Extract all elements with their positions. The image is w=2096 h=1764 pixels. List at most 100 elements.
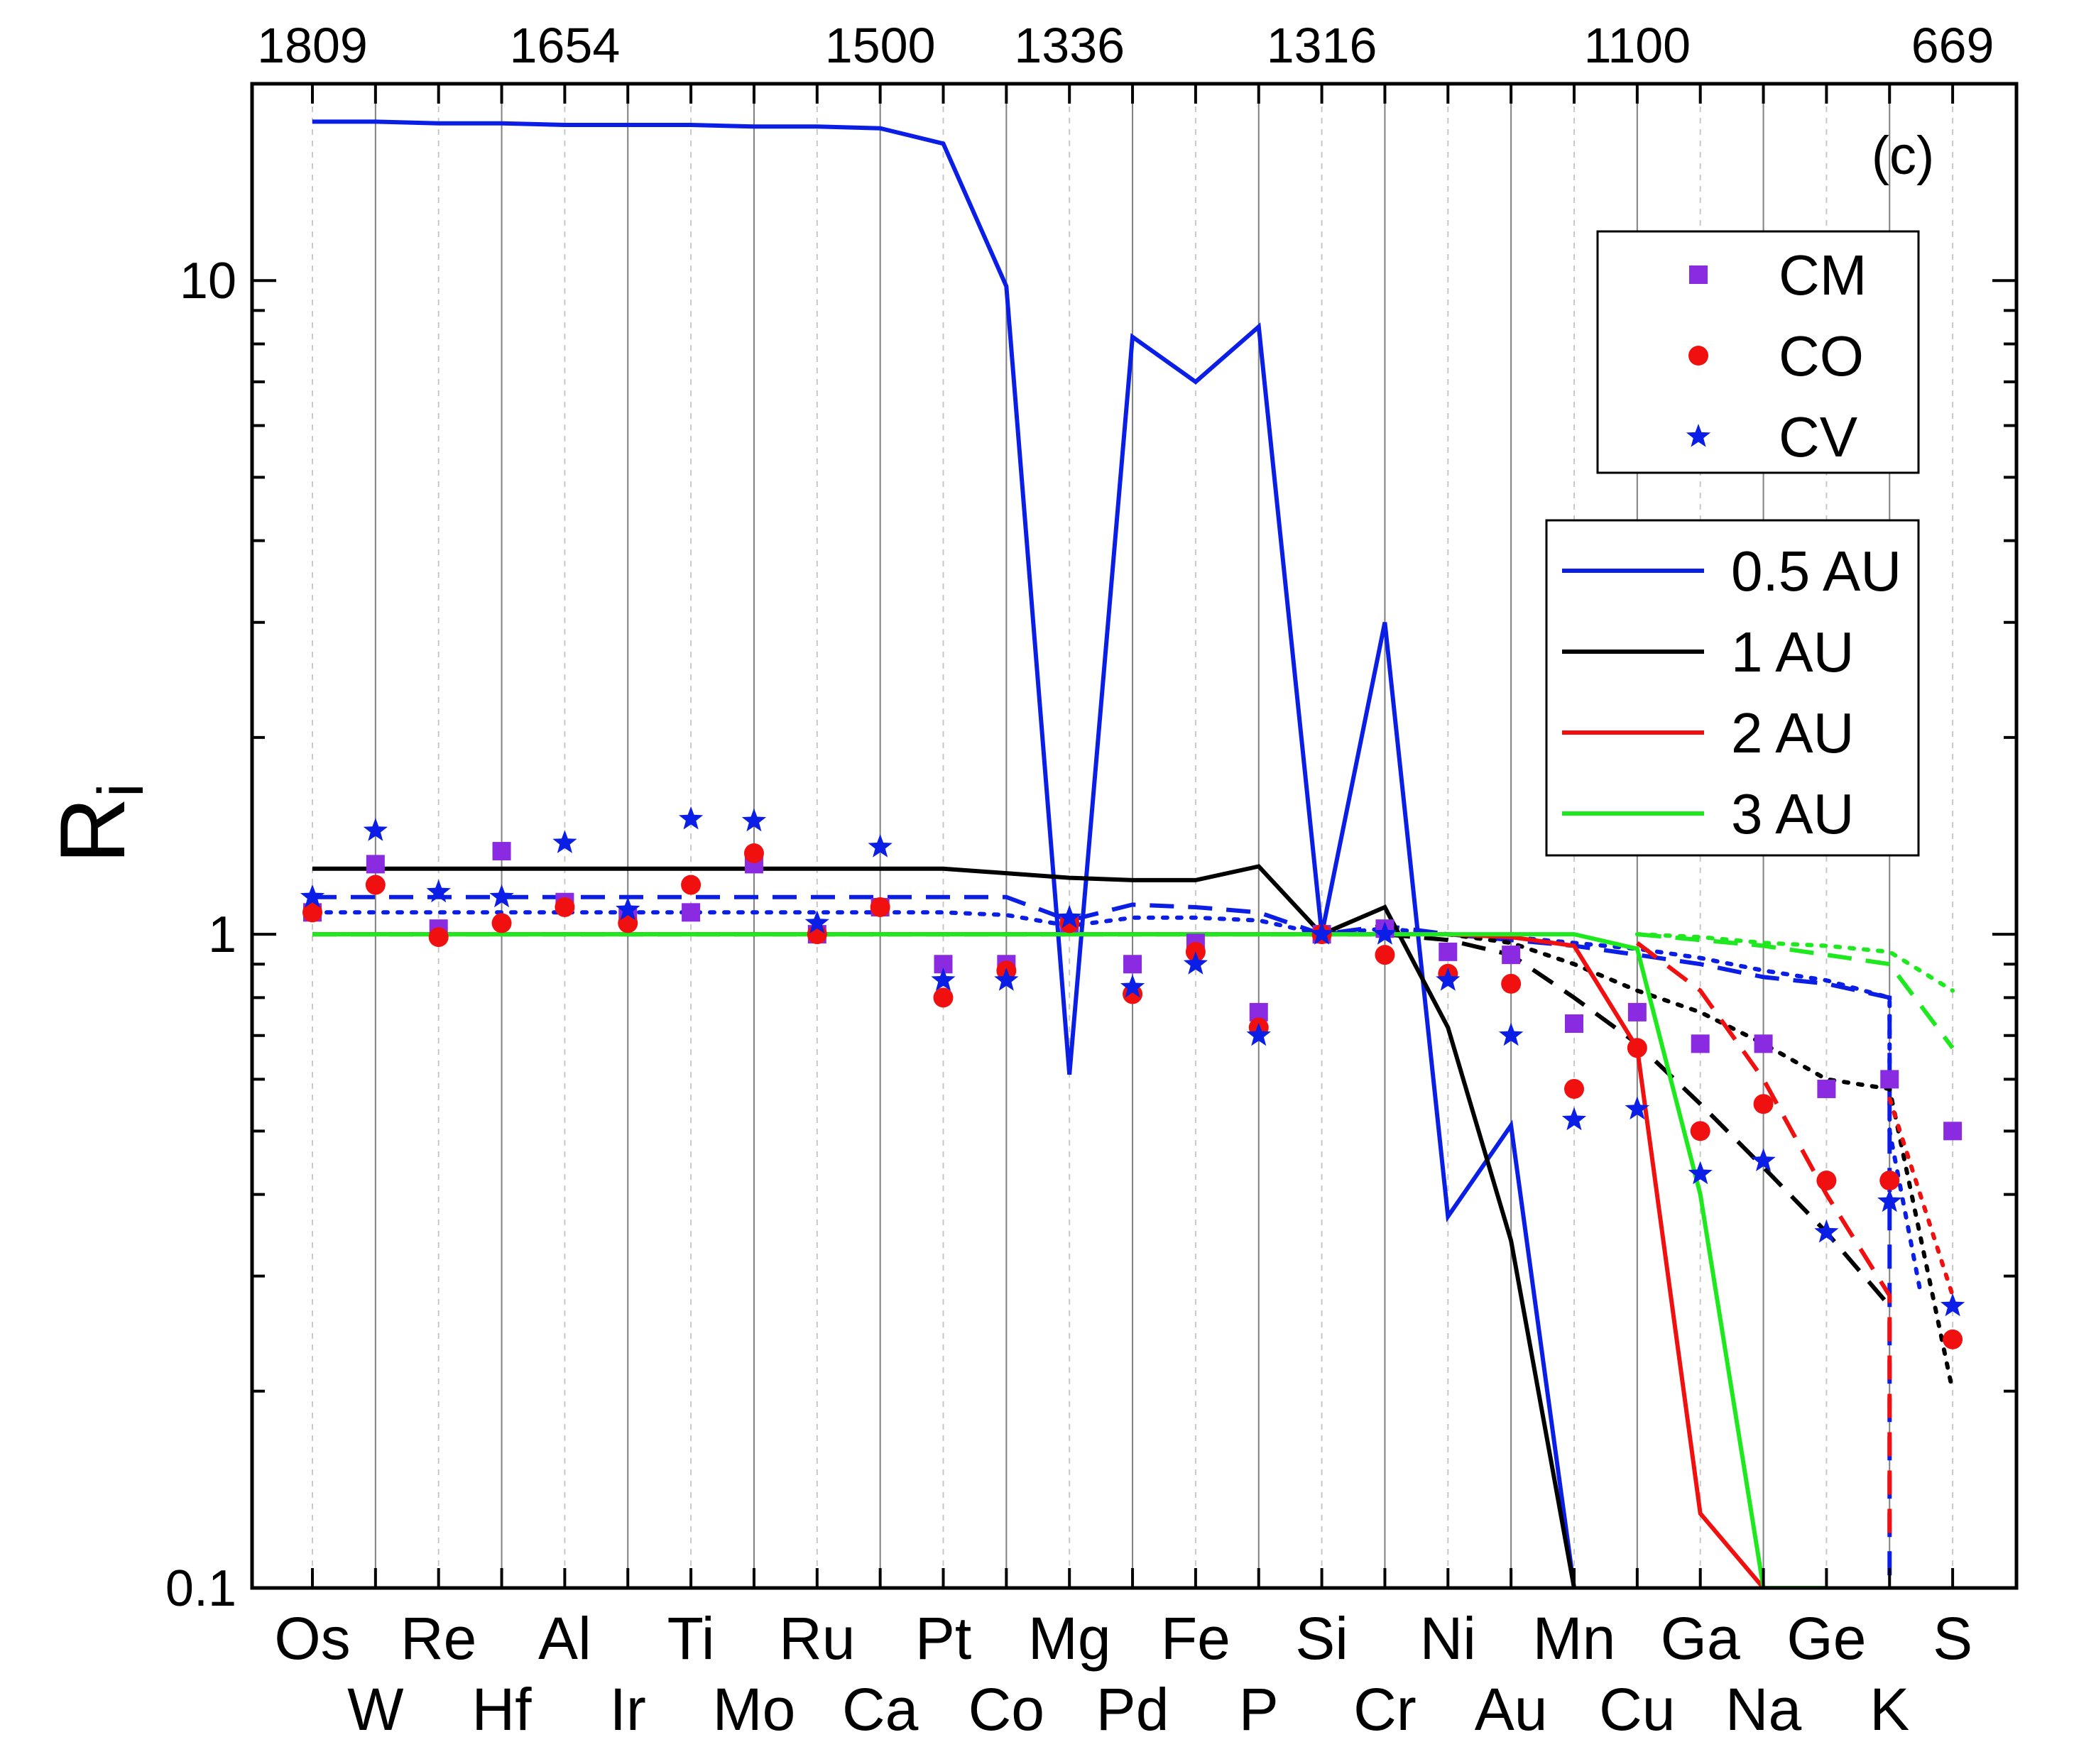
x-label-na: Na: [1725, 1676, 1802, 1743]
point-co-al: [555, 897, 575, 917]
styled-line-0: [312, 894, 1892, 1588]
x-label-k: K: [1870, 1676, 1909, 1743]
x-label-al: Al: [538, 1605, 591, 1672]
y-axis-title-main: R: [40, 797, 144, 864]
point-co-na: [1753, 1094, 1774, 1114]
legend-line-label-1: 1 AU: [1731, 620, 1854, 684]
point-co-ti: [681, 875, 702, 895]
x-label-ti: Ti: [667, 1605, 715, 1672]
legend-lines: 0.5 AU 1 AU 2 AU 3 AU: [1545, 519, 1920, 857]
point-co-mn: [1564, 1078, 1584, 1099]
point-co-ga: [1690, 1121, 1710, 1141]
x-label-pd: Pd: [1096, 1676, 1169, 1743]
point-cv-ca: [868, 834, 893, 858]
point-co-hf: [491, 913, 512, 933]
x-label-re: Re: [400, 1605, 476, 1672]
point-cv-s: [1941, 1293, 1965, 1317]
legend-marker-cm: [1689, 265, 1708, 284]
top-axis-label-1809: 1809: [257, 18, 368, 73]
x-label-s: S: [1933, 1605, 1972, 1672]
svg-text:Ri: Ri: [40, 783, 157, 864]
point-co-ir: [618, 913, 638, 933]
point-cv-ru: [804, 910, 829, 933]
point-cv-co: [994, 968, 1019, 991]
point-cm-ge: [1817, 1079, 1836, 1098]
point-co-os: [302, 902, 322, 923]
panel-label: (c): [1872, 126, 1935, 186]
legend-line-label-0: 0.5 AU: [1731, 539, 1901, 603]
point-cm-au: [1502, 946, 1521, 965]
point-cm-s: [1943, 1122, 1963, 1141]
legend-label-co: CO: [1779, 324, 1864, 388]
y-axis-title-subscript: i: [86, 783, 157, 797]
x-label-ga: Ga: [1661, 1605, 1740, 1672]
point-cm-ga: [1691, 1034, 1710, 1053]
point-cm-na: [1754, 1034, 1773, 1053]
point-co-pt: [933, 987, 954, 1008]
top-axis-label-669: 669: [1911, 18, 1994, 73]
point-co-cr: [1375, 945, 1395, 965]
series-line-3-au: [312, 932, 1827, 1588]
legend-marker-cv: [1686, 424, 1711, 447]
point-co-k: [1879, 1171, 1900, 1191]
styled-line-7: [1634, 932, 1955, 993]
point-cv-mg: [1057, 904, 1082, 928]
point-cv-al: [552, 830, 577, 853]
point-cv-pd: [1120, 974, 1145, 998]
legend-label-cv: CV: [1779, 405, 1858, 469]
point-co-cu: [1627, 1038, 1647, 1058]
legend-line-label-3: 3 AU: [1731, 782, 1854, 845]
x-label-p: P: [1239, 1676, 1279, 1743]
styled-line-4: [1635, 941, 1892, 1537]
top-axis-label-1336: 1336: [1014, 18, 1125, 73]
x-label-si: Si: [1295, 1605, 1348, 1672]
series-line-0-5-au: [312, 119, 1576, 1588]
x-label-ca: Ca: [842, 1676, 919, 1743]
x-label-pt: Pt: [915, 1605, 971, 1672]
point-cv-na: [1751, 1148, 1776, 1171]
x-label-mn: Mn: [1533, 1605, 1616, 1672]
point-cv-ni: [1436, 968, 1461, 991]
point-cm-ni: [1439, 942, 1458, 961]
point-cv-mn: [1561, 1107, 1587, 1131]
x-label-ru: Ru: [779, 1605, 855, 1672]
points-layer: [300, 806, 1965, 1349]
y-axis-title: Ri: [40, 783, 157, 864]
y-tick-label-1: 1: [208, 906, 236, 963]
point-cv-mo: [741, 808, 767, 832]
top-axis-label-1654: 1654: [510, 18, 621, 73]
point-cm-hf: [492, 842, 511, 861]
x-label-os: Os: [274, 1605, 350, 1672]
x-label-mo: Mo: [713, 1676, 796, 1743]
point-cv-re: [426, 879, 451, 903]
point-cv-si: [1309, 921, 1334, 945]
point-co-re: [428, 927, 449, 948]
point-co-w: [365, 875, 386, 895]
lines-layer: [310, 119, 1955, 1588]
styled-line-1: [310, 910, 1923, 1298]
x-label-fe: Fe: [1161, 1605, 1230, 1672]
point-cv-os: [300, 884, 325, 908]
x-label-ir: Ir: [610, 1676, 646, 1743]
styled-line-3: [1446, 932, 1955, 1393]
point-cv-p: [1246, 1022, 1271, 1046]
x-label-hf: Hf: [472, 1676, 533, 1743]
legend-label-cm: CM: [1779, 243, 1867, 307]
styled-line-6: [1637, 932, 1955, 1050]
point-cv-k: [1877, 1188, 1902, 1212]
point-cv-ge: [1814, 1220, 1839, 1243]
plot-frame: [250, 82, 2019, 1590]
point-co-mo: [743, 843, 764, 864]
point-co-ca: [870, 897, 890, 917]
point-cv-pt: [931, 968, 956, 991]
point-co-au: [1501, 973, 1522, 994]
series-line-2-au: [312, 932, 1765, 1588]
series-line-1-au: [312, 864, 1576, 1588]
legend-line-label-2: 2 AU: [1731, 701, 1854, 765]
point-cv-au: [1499, 1022, 1524, 1046]
point-cm-cu: [1627, 1002, 1647, 1021]
point-cm-w: [366, 855, 385, 874]
point-cv-ir: [616, 897, 640, 921]
point-cv-hf: [489, 884, 514, 908]
